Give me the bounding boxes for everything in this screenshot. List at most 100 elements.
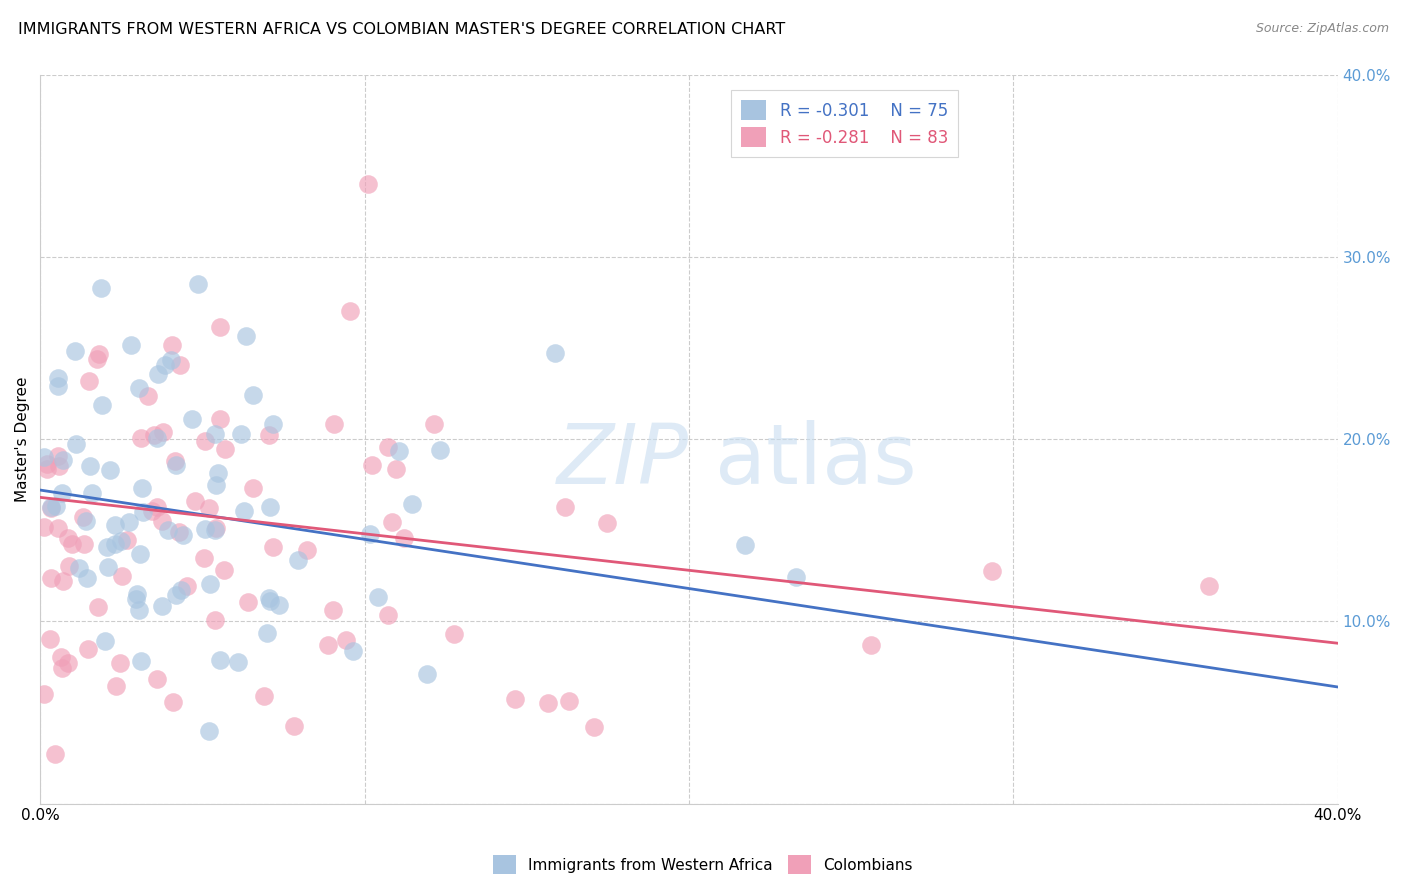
Point <box>342 643 364 657</box>
Point <box>44 747 66 761</box>
Point <box>73 537 96 551</box>
Point <box>165 458 187 472</box>
Point <box>56 657 79 671</box>
Point <box>136 389 159 403</box>
Point <box>98 463 121 477</box>
Point <box>52 574 75 588</box>
Point <box>80 486 103 500</box>
Point <box>183 494 205 508</box>
Point <box>423 417 446 432</box>
Point <box>359 527 381 541</box>
Point <box>980 564 1002 578</box>
Point <box>110 534 132 549</box>
Point <box>65 437 87 451</box>
Point <box>76 571 98 585</box>
Point <box>48 379 70 393</box>
Point <box>283 719 305 733</box>
Point <box>118 515 141 529</box>
Point <box>257 591 280 605</box>
Point <box>262 417 284 431</box>
Point <box>104 518 127 533</box>
Point <box>205 521 228 535</box>
Point <box>242 388 264 402</box>
Point <box>77 374 100 388</box>
Point <box>785 570 807 584</box>
Point <box>557 693 579 707</box>
Legend: Immigrants from Western Africa, Colombians: Immigrants from Western Africa, Colombia… <box>486 849 920 880</box>
Point <box>381 515 404 529</box>
Point <box>128 381 150 395</box>
Point <box>128 547 150 561</box>
Point <box>165 588 187 602</box>
Point <box>323 417 346 432</box>
Point <box>208 653 231 667</box>
Point <box>257 428 280 442</box>
Point <box>125 591 148 606</box>
Point <box>356 177 378 191</box>
Point <box>860 639 883 653</box>
Point <box>214 562 236 576</box>
Point <box>52 453 75 467</box>
Point <box>360 458 382 472</box>
Point <box>128 603 150 617</box>
Point <box>229 427 252 442</box>
Point <box>76 642 98 657</box>
Point <box>129 654 152 668</box>
Point <box>377 608 399 623</box>
Point <box>169 358 191 372</box>
Point <box>388 444 411 458</box>
Point <box>152 425 174 439</box>
Point <box>204 523 226 537</box>
Point <box>120 338 142 352</box>
Point <box>415 667 437 681</box>
Point <box>56 531 79 545</box>
Point <box>429 443 451 458</box>
Point <box>87 347 110 361</box>
Point <box>156 523 179 537</box>
Point <box>205 477 228 491</box>
Point <box>32 687 55 701</box>
Point <box>582 720 605 734</box>
Point <box>51 661 73 675</box>
Point <box>46 449 69 463</box>
Point <box>90 281 112 295</box>
Point <box>129 431 152 445</box>
Point <box>153 359 176 373</box>
Point <box>150 514 173 528</box>
Point <box>146 500 169 514</box>
Point <box>141 504 163 518</box>
Point <box>554 500 576 514</box>
Point <box>295 543 318 558</box>
Point <box>262 540 284 554</box>
Point <box>115 533 138 547</box>
Point <box>49 649 72 664</box>
Point <box>48 521 70 535</box>
Point <box>181 412 204 426</box>
Point <box>401 497 423 511</box>
Point <box>160 352 183 367</box>
Point <box>48 459 70 474</box>
Point <box>125 587 148 601</box>
Point <box>377 440 399 454</box>
Point <box>734 538 756 552</box>
Point <box>339 304 361 318</box>
Point <box>207 466 229 480</box>
Point <box>150 599 173 614</box>
Point <box>162 695 184 709</box>
Point <box>37 461 59 475</box>
Point <box>335 633 357 648</box>
Point <box>39 571 62 585</box>
Point <box>60 537 83 551</box>
Point <box>596 516 619 530</box>
Point <box>87 599 110 614</box>
Point <box>236 594 259 608</box>
Point <box>108 656 131 670</box>
Point <box>443 627 465 641</box>
Point <box>259 500 281 514</box>
Point <box>204 613 226 627</box>
Point <box>198 501 221 516</box>
Point <box>111 568 134 582</box>
Point <box>233 503 256 517</box>
Point <box>146 672 169 686</box>
Point <box>235 329 257 343</box>
